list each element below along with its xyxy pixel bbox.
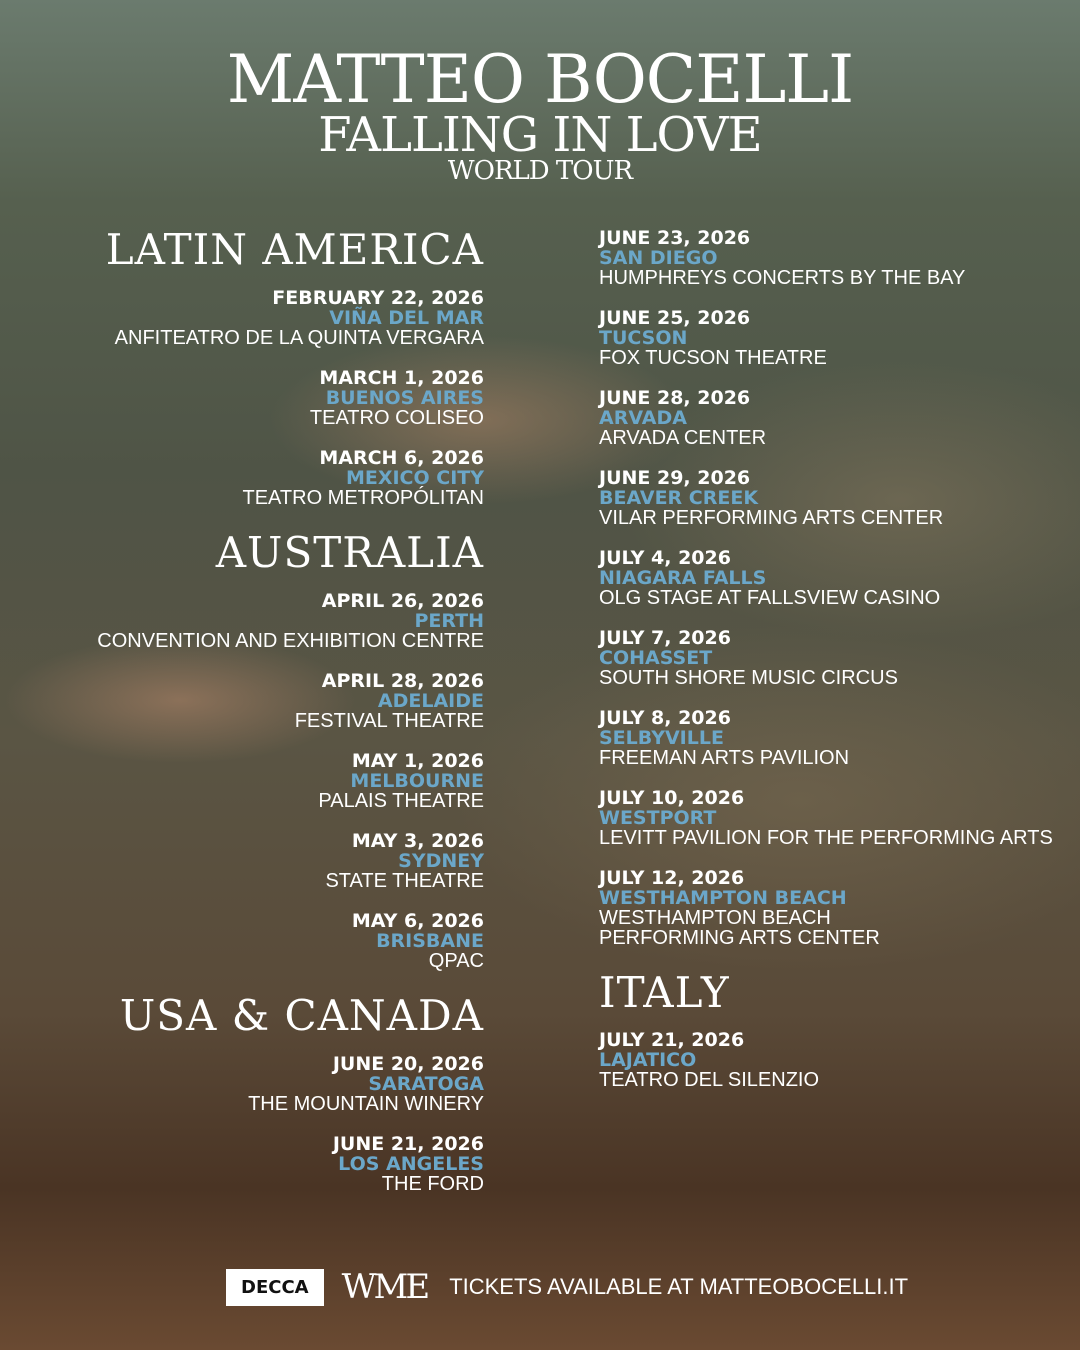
show-city: BRISBANE — [376, 930, 484, 952]
show-date: JULY 10, 2026 — [599, 787, 745, 809]
show-entry: JULY 7, 2026 COHASSET SOUTH SHORE MUSIC … — [599, 628, 1053, 688]
show-city: SYDNEY — [398, 850, 484, 872]
show-venue: SOUTH SHORE MUSIC CIRCUS — [599, 667, 898, 689]
show-entry: JUNE 21, 2026 LOS ANGELES THE FORD — [97, 1134, 484, 1194]
show-city: BUENOS AIRES — [325, 387, 484, 409]
show-date: MARCH 6, 2026 — [319, 447, 484, 469]
footer: DECCA WME TICKETS AVAILABLE AT MATTEOBOC… — [226, 1267, 909, 1307]
show-city: LOS ANGELES — [338, 1153, 484, 1175]
show-city: VIÑA DEL MAR — [329, 307, 484, 329]
show-venue: QPAC — [428, 950, 484, 972]
show-city: SAN DIEGO — [599, 247, 718, 269]
region-heading-usa-canada: USA & CANADA — [119, 991, 484, 1040]
show-venue: WESTHAMPTON BEACH — [599, 907, 831, 929]
show-city: LAJATICO — [599, 1049, 697, 1071]
show-date: MAY 3, 2026 — [351, 830, 484, 852]
show-entry: APRIL 28, 2026 ADELAIDE FESTIVAL THEATRE — [97, 671, 484, 731]
decca-logo: DECCA — [226, 1268, 324, 1306]
show-entry: FEBRUARY 22, 2026 VIÑA DEL MAR ANFITEATR… — [97, 288, 484, 348]
show-city: MELBOURNE — [350, 770, 484, 792]
show-date: JULY 7, 2026 — [599, 627, 731, 649]
show-entry: JULY 12, 2026 WESTHAMPTON BEACH WESTHAMP… — [599, 868, 1053, 948]
show-entry: MARCH 6, 2026 MEXICO CITY TEATRO METROPÓ… — [97, 447, 485, 509]
wme-logo: WME — [341, 1267, 431, 1307]
show-city: MEXICO CITY — [345, 467, 484, 489]
tour-title: FALLING IN LOVE — [318, 107, 762, 163]
show-entry: JUNE 29, 2026 BEAVER CREEK VILAR PERFORM… — [599, 468, 1053, 528]
show-entry: JUNE 20, 2026 SARATOGA THE MOUNTAIN WINE… — [97, 1054, 484, 1114]
show-city: WESTPORT — [599, 807, 717, 829]
show-date: MARCH 1, 2026 — [319, 367, 484, 389]
show-city: ARVADA — [599, 407, 687, 429]
show-venue: ANFITEATRO DE LA QUINTA VERGARA — [114, 327, 484, 349]
show-venue: PALAIS THEATRE — [318, 790, 484, 812]
show-entry: MAY 1, 2026 MELBOURNE PALAIS THEATRE — [97, 751, 484, 811]
show-venue-line2: PERFORMING ARTS CENTER — [599, 927, 880, 949]
show-venue: FREEMAN ARTS PAVILION — [599, 747, 850, 769]
show-date: MAY 6, 2026 — [351, 910, 484, 932]
show-date: JUNE 28, 2026 — [599, 387, 751, 409]
show-venue: FOX TUCSON THEATRE — [599, 347, 827, 369]
show-city: SELBYVILLE — [599, 727, 724, 749]
show-entry: JULY 10, 2026 WESTPORT LEVITT PAVILION F… — [599, 788, 1053, 848]
show-date: APRIL 28, 2026 — [321, 670, 484, 692]
show-entry: MAY 3, 2026 SYDNEY STATE THEATRE — [97, 831, 484, 891]
show-venue: THE FORD — [381, 1173, 484, 1195]
show-city: BEAVER CREEK — [599, 487, 759, 509]
show-venue: TEATRO COLISEO — [309, 407, 484, 429]
show-date: JULY 12, 2026 — [599, 867, 745, 889]
show-venue: CONVENTION AND EXHIBITION CENTRE — [97, 630, 484, 652]
show-venue: THE MOUNTAIN WINERY — [248, 1093, 484, 1115]
show-city: SARATOGA — [368, 1073, 484, 1095]
show-venue: OLG STAGE AT FALLSVIEW CASINO — [599, 587, 941, 609]
show-city: COHASSET — [599, 647, 713, 669]
show-date: JUNE 20, 2026 — [332, 1053, 484, 1075]
show-venue: VILAR PERFORMING ARTS CENTER — [599, 507, 944, 529]
left-column: LATIN AMERICA FEBRUARY 22, 2026 VIÑA DEL… — [97, 225, 484, 1214]
show-entry: JULY 4, 2026 NIAGARA FALLS OLG STAGE AT … — [599, 548, 1053, 608]
tickets-link[interactable]: TICKETS AVAILABLE AT MATTEOBOCELLI.IT — [449, 1274, 909, 1299]
show-date: JULY 8, 2026 — [599, 707, 731, 729]
show-entry: APRIL 26, 2026 PERTH CONVENTION AND EXHI… — [97, 591, 484, 651]
show-date: JUNE 25, 2026 — [599, 307, 751, 329]
show-entry: MAY 6, 2026 BRISBANE QPAC — [97, 911, 484, 971]
show-entry: JUNE 23, 2026 SAN DIEGO HUMPHREYS CONCER… — [599, 228, 1053, 288]
show-date: JUNE 29, 2026 — [599, 467, 751, 489]
show-date: APRIL 26, 2026 — [321, 590, 484, 612]
show-venue: FESTIVAL THEATRE — [294, 710, 484, 732]
tour-subtitle: WORLD TOUR — [447, 156, 633, 186]
show-city: NIAGARA FALLS — [599, 567, 767, 589]
show-entry: JULY 21, 2026 LAJATICO TEATRO DEL SILENZ… — [599, 1030, 1053, 1090]
show-entry: MARCH 1, 2026 BUENOS AIRES TEATRO COLISE… — [97, 368, 484, 428]
show-city: ADELAIDE — [377, 690, 484, 712]
show-entry: JUNE 28, 2026 ARVADA ARVADA CENTER — [599, 388, 1053, 448]
show-venue: TEATRO DEL SILENZIO — [599, 1069, 820, 1091]
show-venue: TEATRO METROPÓLITAN — [242, 487, 485, 509]
show-date: FEBRUARY 22, 2026 — [272, 287, 484, 309]
show-date: MAY 1, 2026 — [351, 750, 484, 772]
region-heading-italy: ITALY — [599, 968, 730, 1017]
artist-name: MATTEO BOCELLI — [226, 41, 854, 118]
show-date: JULY 4, 2026 — [599, 547, 731, 569]
show-city: PERTH — [414, 610, 484, 632]
show-venue: ARVADA CENTER — [599, 427, 767, 449]
show-venue: LEVITT PAVILION FOR THE PERFORMING ARTS — [599, 827, 1053, 849]
show-entry: JUNE 25, 2026 TUCSON FOX TUCSON THEATRE — [599, 308, 1053, 368]
region-heading-australia: AUSTRALIA — [215, 528, 484, 577]
show-date: JULY 21, 2026 — [599, 1029, 745, 1051]
show-entry: JULY 8, 2026 SELBYVILLE FREEMAN ARTS PAV… — [599, 708, 1053, 768]
show-date: JUNE 23, 2026 — [599, 227, 751, 249]
show-city: TUCSON — [599, 327, 688, 349]
show-date: JUNE 21, 2026 — [332, 1133, 484, 1155]
show-venue: HUMPHREYS CONCERTS BY THE BAY — [599, 267, 966, 289]
region-heading-latin-america: LATIN AMERICA — [105, 225, 484, 274]
show-city: WESTHAMPTON BEACH — [599, 887, 847, 909]
show-venue: STATE THEATRE — [325, 870, 484, 892]
right-column: JUNE 23, 2026 SAN DIEGO HUMPHREYS CONCER… — [599, 228, 1053, 1110]
